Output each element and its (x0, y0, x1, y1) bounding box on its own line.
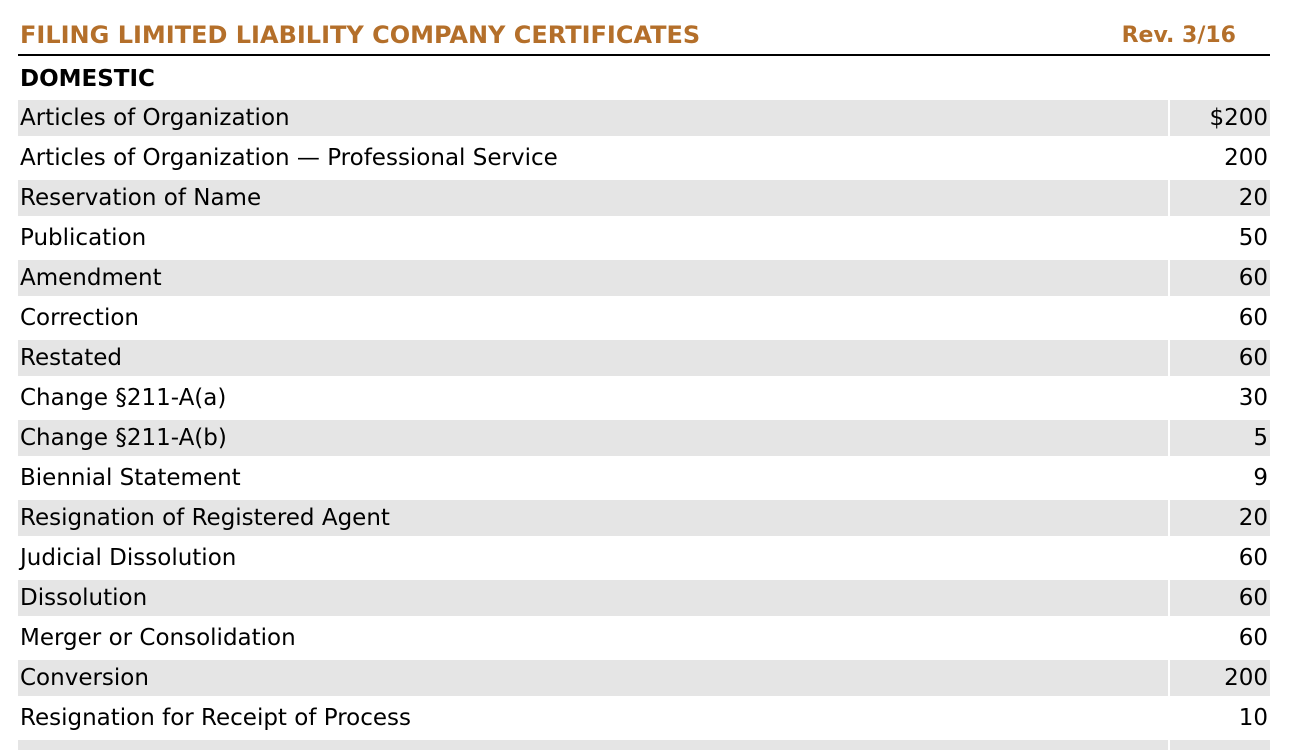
table-row: Publication 50 (18, 220, 1270, 260)
fee-amount: 60 (1238, 625, 1268, 651)
table-row: Resignation for Receipt of Process 10 (18, 700, 1270, 740)
fee-item-label (18, 740, 1168, 750)
fee-item-label: Dissolution (18, 580, 1168, 616)
fee-item-label: Change §211-A(a) (20, 385, 227, 411)
fee-table: Articles of Organization $200 Articles of … (18, 100, 1270, 750)
fee-amount: 60 (1170, 340, 1270, 376)
fee-amount: 60 (1238, 545, 1268, 571)
fee-item-label: Amendment (18, 260, 1168, 296)
table-row: Amendment 60 (18, 260, 1270, 300)
fee-item-label: Restated (18, 340, 1168, 376)
fee-item-label: Reservation of Name (18, 180, 1168, 216)
fee-amount: 10 (1238, 705, 1268, 731)
table-row-cutoff (18, 740, 1270, 750)
table-row: Judicial Dissolution 60 (18, 540, 1270, 580)
fee-amount: 20 (1170, 180, 1270, 216)
revision-label: Rev. 3/16 (1121, 23, 1236, 48)
fee-item-label: Merger or Consolidation (20, 625, 296, 651)
section-title-domestic: DOMESTIC (20, 66, 155, 92)
fee-amount: 20 (1170, 500, 1270, 536)
fee-amount: 60 (1170, 580, 1270, 616)
fee-item-label: Judicial Dissolution (20, 545, 237, 571)
fee-amount: 200 (1170, 660, 1270, 696)
fee-item-label: Change §211-A(b) (18, 420, 1168, 456)
table-row: Reservation of Name 20 (18, 180, 1270, 220)
fee-amount: 9 (1253, 465, 1268, 491)
table-row: Dissolution 60 (18, 580, 1270, 620)
fee-item-label: Conversion (18, 660, 1168, 696)
table-row: Articles of Organization — Professional … (18, 140, 1270, 180)
fee-amount: 5 (1170, 420, 1270, 456)
fee-amount: 60 (1170, 260, 1270, 296)
table-row: Change §211-A(a) 30 (18, 380, 1270, 420)
fee-amount: 200 (1224, 145, 1268, 171)
fee-item-label: Resignation of Registered Agent (18, 500, 1168, 536)
table-row: Correction 60 (18, 300, 1270, 340)
table-row: Change §211-A(b) 5 (18, 420, 1270, 460)
fee-amount: 50 (1238, 225, 1268, 251)
table-row: Biennial Statement 9 (18, 460, 1270, 500)
fee-item-label: Publication (20, 225, 147, 251)
fee-item-label: Biennial Statement (20, 465, 241, 491)
table-row: Articles of Organization $200 (18, 100, 1270, 140)
document-title: FILING LIMITED LIABILITY COMPANY CERTIFI… (20, 21, 701, 49)
fee-amount: 30 (1238, 385, 1268, 411)
table-row: Conversion 200 (18, 660, 1270, 700)
fee-item-label: Resignation for Receipt of Process (20, 705, 411, 731)
fee-amount: 60 (1238, 305, 1268, 331)
table-row: Merger or Consolidation 60 (18, 620, 1270, 660)
table-row: Restated 60 (18, 340, 1270, 380)
fee-item-label: Articles of Organization (18, 100, 1168, 136)
document-header: FILING LIMITED LIABILITY COMPANY CERTIFI… (18, 18, 1270, 56)
fee-item-label: Articles of Organization — Professional … (20, 145, 558, 171)
fee-amount (1170, 740, 1270, 750)
fee-item-label: Correction (20, 305, 139, 331)
fee-amount: $200 (1170, 100, 1270, 136)
table-row: Resignation of Registered Agent 20 (18, 500, 1270, 540)
